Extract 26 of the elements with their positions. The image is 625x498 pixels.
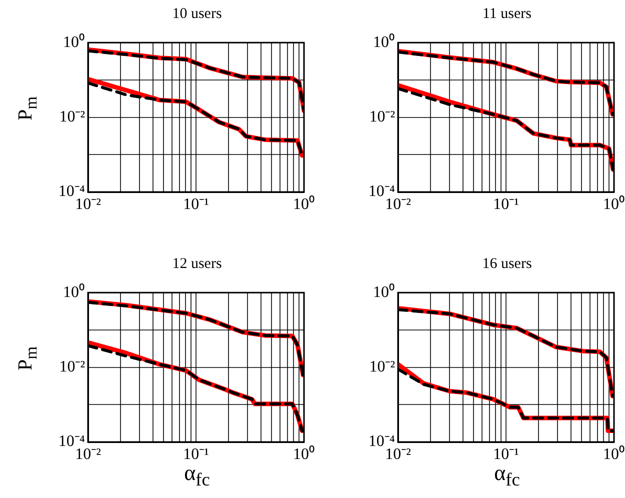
x-tick-label: 10⁻² <box>385 196 412 213</box>
chart-title: 10 users <box>171 6 223 23</box>
x-tick-label: 10⁰ <box>293 444 315 463</box>
x-tick-label: 10⁻² <box>75 196 102 213</box>
x-tick-label: 10⁰ <box>603 444 625 463</box>
chart-title: 11 users <box>481 6 533 23</box>
chart-title: 16 users <box>481 256 533 273</box>
x-tick-label: 10⁰ <box>603 194 625 213</box>
x-tick-label: 10⁻¹ <box>493 196 520 213</box>
y-tick-label: 10⁰ <box>373 282 395 301</box>
y-tick-label: 10⁻² <box>59 108 86 126</box>
x-tick-label: 10⁻² <box>75 446 102 463</box>
y-tick-label: 10⁻² <box>59 358 86 376</box>
x-axis-title: α$_{fc}$ <box>494 460 520 490</box>
x-tick-label: 10⁰ <box>293 194 315 213</box>
x-tick-label: 10⁻² <box>385 446 412 463</box>
y-tick-label: 10⁻² <box>369 108 396 126</box>
x-tick-label: 10⁻¹ <box>493 446 520 463</box>
y-tick-label: 10⁻² <box>369 358 396 376</box>
x-axis-title: α$_{fc}$ <box>184 460 210 490</box>
y-tick-label: 10⁰ <box>373 32 395 51</box>
y-tick-label: 10⁰ <box>63 32 85 51</box>
x-tick-label: 10⁻¹ <box>183 446 210 463</box>
chart-title: 12 users <box>171 256 223 273</box>
x-tick-label: 10⁻¹ <box>183 196 210 213</box>
y-tick-label: 10⁰ <box>63 282 85 301</box>
